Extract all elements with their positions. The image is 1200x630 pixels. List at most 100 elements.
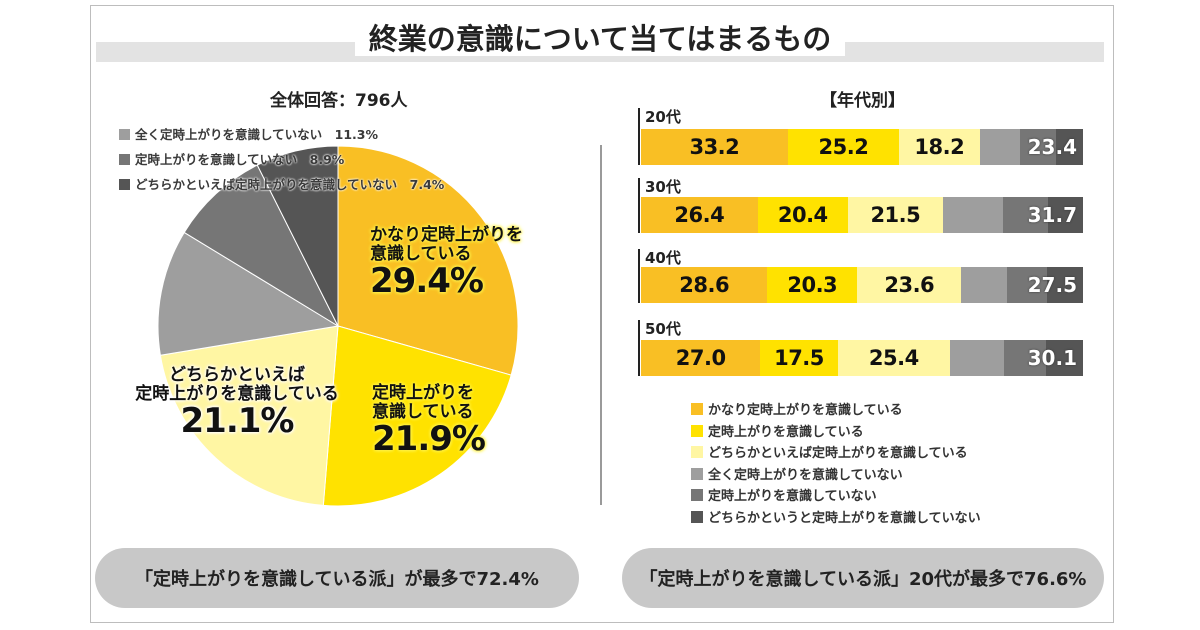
bar-row: 26.4 20.4 21.5 31.7 (641, 197, 1083, 233)
center-divider (600, 145, 602, 505)
bar-value-label: 21.5 (870, 203, 921, 227)
bar-legend-item: どちらかというと定時上がりを意識していない (691, 507, 981, 526)
pie-legend-text: どちらかといえば定時上がりを意識していない 7.4% (135, 177, 445, 192)
bar-segment (1002, 197, 1048, 233)
bar-value-label: 28.6 (679, 273, 730, 297)
bar-row: 33.2 25.2 18.2 23.4 (641, 129, 1083, 165)
bar-legend-text: 全く定時上がりを意識していない (708, 467, 903, 483)
pie-subtitle: 全体回答：796人 (270, 91, 408, 111)
bar-segment (961, 267, 1007, 303)
bar-value-label: 26.4 (674, 203, 725, 227)
bar-negative-total-label: 30.1 (1027, 346, 1077, 370)
legend-swatch (691, 446, 703, 458)
pie-label-a-line1: かなり定時上がりを (370, 225, 523, 245)
bar-value-label: 20.3 (787, 273, 838, 297)
bar-segment (949, 340, 1004, 376)
bar-legend-text: かなり定時上がりを意識している (708, 403, 903, 418)
pie-label-b: 定時上がりを 意識している 21.9% (372, 383, 486, 460)
bars-subtitle: 【年代別】 (820, 91, 905, 111)
bar-segment: 33.2 (641, 129, 788, 165)
bar-negative-total-label: 31.7 (1027, 203, 1077, 227)
bar-segment (1046, 267, 1083, 303)
bar-category-label: 50代 (645, 320, 681, 338)
bar-axis (638, 249, 640, 303)
pie-slice-3 (159, 325, 339, 506)
pie-label-b-pct: 21.9% (372, 419, 486, 460)
legend-swatch (691, 489, 703, 501)
bar-negative-total-label: 23.4 (1027, 135, 1077, 159)
bar-value-label: 18.2 (914, 135, 965, 159)
pie-legend-text: 定時上がりを意識していない 8.9% (135, 152, 345, 167)
bar-segment (979, 129, 1021, 165)
bar-legend-item: どちらかといえば定時上がりを意識している (691, 442, 968, 461)
bar-legend-item: 全く定時上がりを意識していない (691, 464, 903, 483)
bar-row: 27.0 17.5 25.4 30.1 (641, 340, 1083, 376)
pie-legend-text: 全く定時上がりを意識していない 11.3% (135, 127, 378, 142)
bar-segment: 20.3 (767, 267, 858, 303)
bar-segment: 27.0 (641, 340, 761, 376)
pie-legend-item: どちらかといえば定時上がりを意識していない 7.4% (119, 174, 444, 193)
bar-segment: 21.5 (847, 197, 943, 233)
legend-swatch (119, 179, 130, 190)
bar-value-label: 23.6 (884, 273, 935, 297)
legend-swatch (691, 467, 703, 480)
bar-segment: 18.2 (899, 129, 980, 165)
bar-value-label: 33.2 (689, 135, 740, 159)
pie-label-a-pct: 29.4% (370, 261, 484, 302)
bar-axis (638, 108, 640, 165)
bar-legend-text: どちらかというと定時上がりを意識していない (708, 510, 981, 526)
bar-legend-text: 定時上がりを意識していない (708, 489, 877, 504)
pie-legend-item: 定時上がりを意識していない 8.9% (119, 149, 344, 168)
pie-slice-6 (256, 145, 339, 327)
bar-segment (1003, 340, 1047, 376)
left-summary-pill: 「定時上がりを意識している派」が最多で72.4% (95, 548, 579, 608)
bar-row: 28.6 20.3 23.6 27.5 (641, 267, 1083, 303)
bar-segment (942, 197, 1003, 233)
bar-legend-text: 定時上がりを意識している (708, 424, 864, 440)
bar-segment (1046, 340, 1083, 376)
pie-label-c: どちらかといえば 定時上がりを意識している 21.1% (112, 366, 362, 441)
bar-segment: 25.2 (787, 129, 900, 165)
bar-legend-item: かなり定時上がりを意識している (691, 399, 903, 418)
bar-segment: 25.4 (837, 340, 950, 376)
pie-slice-2 (322, 325, 512, 507)
bar-segment: 26.4 (641, 197, 758, 233)
pie-legend-item: 全く定時上がりを意識していない 11.3% (119, 124, 378, 143)
legend-swatch (119, 154, 130, 165)
bar-value-label: 27.0 (675, 346, 726, 370)
bar-segment (1006, 267, 1047, 303)
bar-segment: 23.6 (857, 267, 962, 303)
bar-value-label: 25.2 (818, 135, 869, 159)
pie-label-c-line2: 定時上がりを意識している (135, 383, 339, 404)
right-summary-pill: 「定時上がりを意識している派」20代が最多で76.6% (622, 548, 1104, 608)
bar-legend-item: 定時上がりを意識していない (691, 485, 877, 504)
legend-swatch (119, 129, 130, 140)
pie-slice-4 (157, 231, 340, 356)
bar-legend-item: 定時上がりを意識している (691, 421, 864, 440)
bar-segment (1020, 129, 1056, 165)
bar-legend-text: どちらかといえば定時上がりを意識している (708, 446, 968, 461)
pie-slice-1 (337, 145, 519, 376)
legend-swatch (691, 424, 703, 437)
bar-segment (1047, 197, 1083, 233)
bar-segment: 20.4 (757, 197, 848, 233)
pie-slice-5 (183, 164, 340, 328)
bar-segment: 28.6 (641, 267, 768, 303)
bar-category-label: 40代 (645, 249, 681, 267)
bar-negative-total-label: 27.5 (1027, 273, 1077, 297)
bar-axis (638, 320, 640, 376)
pie-label-c-line1: どちらかといえば (169, 365, 305, 385)
bar-value-label: 17.5 (774, 346, 824, 370)
bar-value-label: 25.4 (868, 346, 919, 370)
bar-segment: 17.5 (760, 340, 838, 376)
legend-swatch (691, 510, 703, 523)
pie-label-b-line1: 定時上がりを (372, 383, 474, 403)
legend-swatch (691, 403, 703, 415)
page-title: 終業の意識について当てはまるもの (0, 16, 1200, 58)
pie-label-c-pct: 21.1% (180, 401, 295, 442)
bar-segment (1055, 129, 1083, 165)
pie-label-b-line2: 意識している (372, 401, 474, 422)
pie-label-a: かなり定時上がりを 意識している 29.4% (370, 226, 523, 301)
bar-axis (638, 178, 640, 233)
